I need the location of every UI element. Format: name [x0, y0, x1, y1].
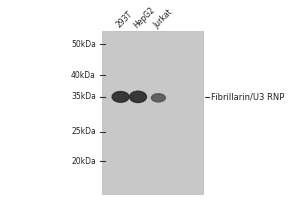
Bar [102, 31, 203, 194]
Text: 25kDa: 25kDa [71, 127, 96, 136]
Text: HepG2: HepG2 [132, 5, 156, 30]
Ellipse shape [130, 91, 146, 103]
Text: 35kDa: 35kDa [71, 92, 96, 101]
Text: Fibrillarin/U3 RNP: Fibrillarin/U3 RNP [211, 92, 284, 101]
Ellipse shape [112, 92, 129, 102]
Text: 293T: 293T [114, 10, 134, 30]
Text: 20kDa: 20kDa [71, 157, 96, 166]
Text: 50kDa: 50kDa [71, 40, 96, 49]
Text: 40kDa: 40kDa [71, 71, 96, 80]
Ellipse shape [152, 94, 165, 102]
Text: Jurkat: Jurkat [152, 7, 174, 30]
